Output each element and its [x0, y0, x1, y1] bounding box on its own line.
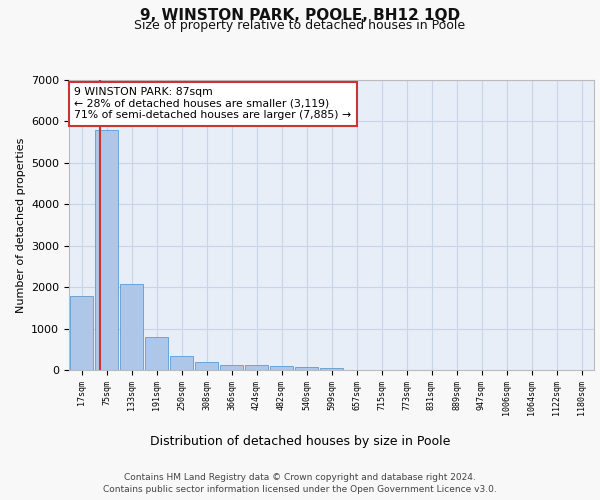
- Bar: [295, 367, 318, 370]
- Bar: [120, 284, 143, 370]
- Bar: [320, 368, 343, 370]
- Bar: [95, 130, 118, 370]
- Bar: [270, 366, 293, 370]
- Text: 9 WINSTON PARK: 87sqm
← 28% of detached houses are smaller (3,119)
71% of semi-d: 9 WINSTON PARK: 87sqm ← 28% of detached …: [74, 87, 352, 120]
- Y-axis label: Number of detached properties: Number of detached properties: [16, 138, 26, 312]
- Text: Size of property relative to detached houses in Poole: Size of property relative to detached ho…: [134, 19, 466, 32]
- Bar: [170, 356, 193, 370]
- Bar: [70, 296, 93, 370]
- Bar: [145, 337, 168, 370]
- Text: Contains HM Land Registry data © Crown copyright and database right 2024.: Contains HM Land Registry data © Crown c…: [124, 472, 476, 482]
- Text: Distribution of detached houses by size in Poole: Distribution of detached houses by size …: [150, 435, 450, 448]
- Bar: [220, 364, 243, 370]
- Bar: [195, 362, 218, 370]
- Bar: [245, 366, 268, 370]
- Text: 9, WINSTON PARK, POOLE, BH12 1QD: 9, WINSTON PARK, POOLE, BH12 1QD: [140, 8, 460, 22]
- Text: Contains public sector information licensed under the Open Government Licence v3: Contains public sector information licen…: [103, 485, 497, 494]
